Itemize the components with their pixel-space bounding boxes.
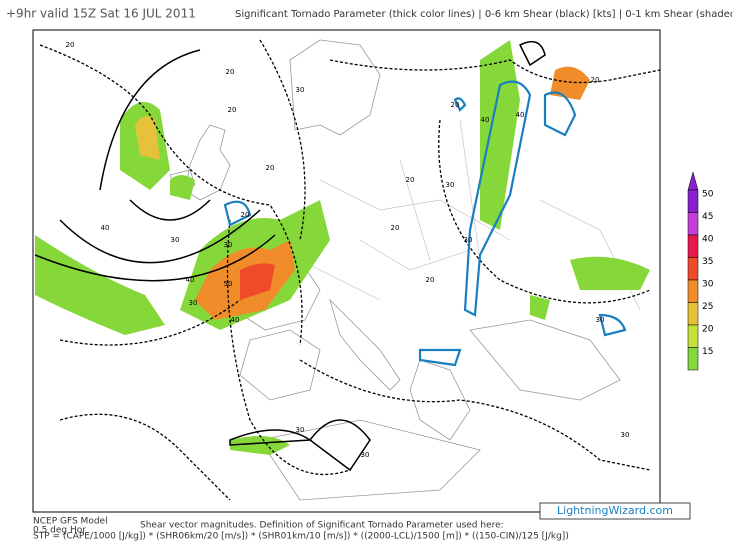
title: Significant Tornado Parameter (thick col… xyxy=(235,9,732,20)
contour-label: 30 xyxy=(296,86,305,94)
contour-label: 20 xyxy=(406,176,415,184)
contour-label: 20 xyxy=(591,76,600,84)
colorbar-cap xyxy=(687,171,699,191)
colorbar-swatch xyxy=(687,212,699,236)
colorbar-swatch xyxy=(687,324,699,348)
contour-label: 30 xyxy=(464,236,473,244)
contour-label: 40 xyxy=(516,111,525,119)
colorbar-label: 45 xyxy=(702,212,713,222)
colorbar-swatch xyxy=(687,302,699,326)
contour-label: 20 xyxy=(266,164,275,172)
colorbar-label: 35 xyxy=(702,257,713,267)
colorbar-label: 25 xyxy=(702,302,713,312)
colorbar-swatch xyxy=(687,347,699,371)
contour-label: 40 xyxy=(231,316,240,324)
colorbar-label: 40 xyxy=(702,235,714,245)
contour-label: 20 xyxy=(228,106,237,114)
valid-time: +9hr valid 15Z Sat 16 JUL 2011 xyxy=(6,7,196,21)
contour-label: 30 xyxy=(189,299,198,307)
contour-label: 40 xyxy=(481,116,490,124)
map-frame xyxy=(32,29,661,513)
contour-label: 20 xyxy=(391,224,400,232)
credit: LightningWizard.com xyxy=(557,504,673,517)
shear-06-contours xyxy=(34,39,661,501)
contour-label: 40 xyxy=(101,224,110,232)
contour-label: 50 xyxy=(224,280,233,288)
colorbar-label: 20 xyxy=(702,325,714,335)
colorbar-label: 30 xyxy=(702,280,714,290)
colorbar-swatch xyxy=(687,257,699,281)
map: 20 20 20 40 30 20 30 40 50 40 30 20 30 20 20 30 30 20 40 40… xyxy=(32,29,661,513)
colorbar-label: 50 xyxy=(702,190,714,200)
contour-label: 30 xyxy=(596,316,605,324)
credit-box xyxy=(539,502,691,520)
contour-label: 30 xyxy=(361,451,370,459)
model: NCEP GFS Model xyxy=(33,517,108,527)
formula: STP = (CAPE/1000 [J/kg]) * (SHR06km/20 [… xyxy=(33,532,569,542)
colorbar-swatch xyxy=(687,234,699,258)
colorbar-label: 15 xyxy=(702,347,713,357)
contour-label: 20 xyxy=(241,211,250,219)
contour-label: 20 xyxy=(426,276,435,284)
contour-label: 20 xyxy=(226,68,235,76)
contour-label: 30 xyxy=(296,426,305,434)
colorbar-swatch xyxy=(687,189,699,213)
colorbar: 50 45 40 35 30 25 20 15 xyxy=(687,171,714,371)
contour-label: 30 xyxy=(171,236,180,244)
contour-labels: 20 20 20 40 30 20 30 40 50 40 30 20 30 20 20 30 30 20 40 40… xyxy=(66,41,630,459)
note: Shear vector magnitudes. Definition of S… xyxy=(140,521,504,531)
stp-contours xyxy=(223,80,627,367)
contour-label: 30 xyxy=(621,431,630,439)
resolution: 0.5 deg Hor xyxy=(33,526,86,536)
contour-label: 40 xyxy=(186,276,195,284)
contour-label: 30 xyxy=(224,241,233,249)
contour-label: 30 xyxy=(446,181,455,189)
contour-label: 20 xyxy=(451,101,460,109)
contour-label: 20 xyxy=(66,41,75,49)
colorbar-swatch xyxy=(687,279,699,303)
shear-shading xyxy=(35,40,650,455)
